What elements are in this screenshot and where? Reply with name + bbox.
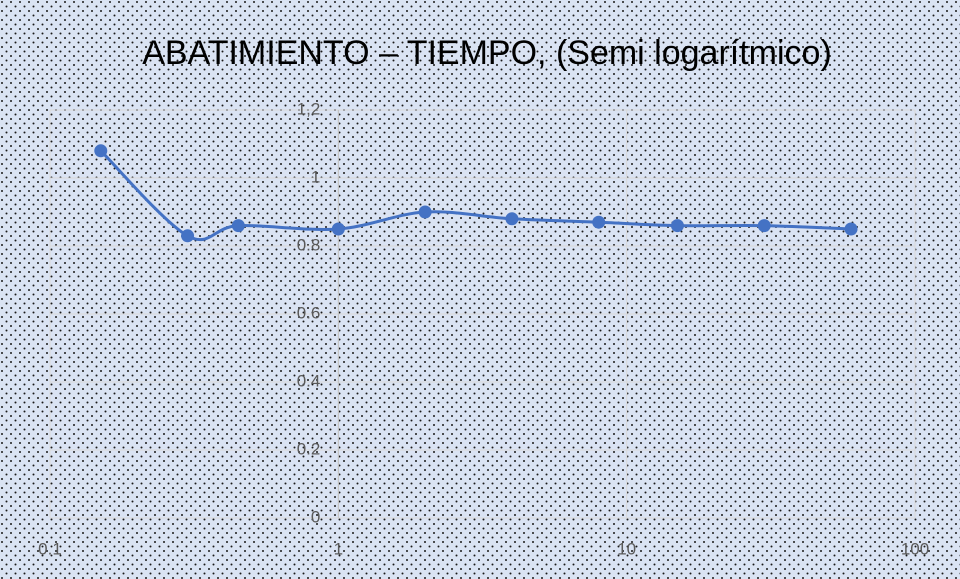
chart-title: ABATIMIENTO – TIEMPO, (Semi logarítmico)	[142, 34, 832, 72]
y-tick-label: 0.2	[297, 439, 321, 458]
data-point	[844, 222, 858, 236]
x-tick-label: 0.1	[38, 539, 62, 558]
data-point	[757, 219, 771, 233]
x-tick-label: 1	[334, 539, 343, 558]
series-line	[99, 149, 852, 242]
data-point	[505, 212, 519, 226]
y-tick-label: 0.8	[297, 235, 321, 254]
y-tick-label: 1,2	[297, 99, 321, 118]
data-point	[670, 219, 684, 233]
data-point	[418, 205, 432, 219]
x-tick-label: 10	[617, 539, 636, 558]
y-tick-label: 1	[311, 167, 320, 186]
y-tick-label: 0.4	[297, 371, 321, 390]
data-point	[231, 219, 245, 233]
data-point	[331, 222, 345, 236]
y-tick-label: 0	[311, 507, 320, 526]
data-point	[592, 215, 606, 229]
y-tick-label: 0.6	[297, 303, 321, 322]
data-point	[94, 144, 108, 158]
data-point	[181, 229, 195, 243]
x-tick-label: 100	[901, 539, 929, 558]
